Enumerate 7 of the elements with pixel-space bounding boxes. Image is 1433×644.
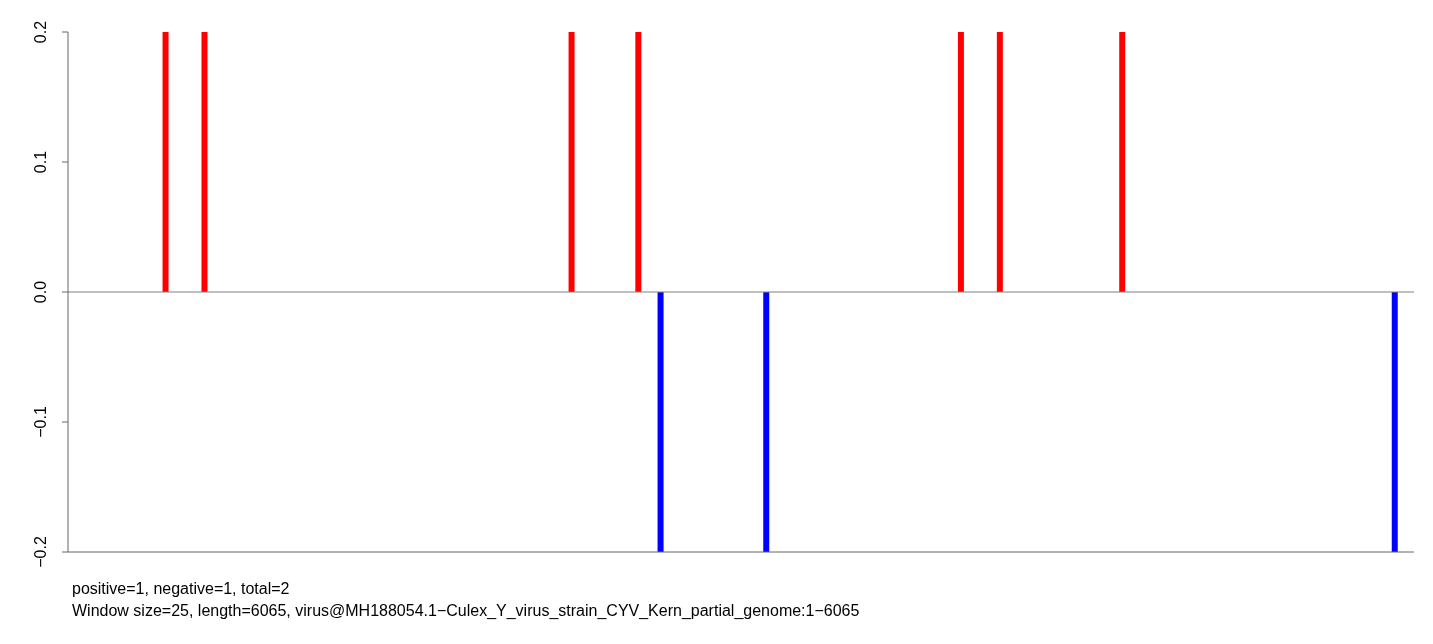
y-tick-label: −0.1 — [32, 406, 49, 438]
y-tick-label: 0.0 — [32, 280, 49, 304]
text: Window size=25, length=6065, virus@MH188054.1−Culex_Y_virus_strain_CYV_Kern_partial_genome:1−6065 — [72, 601, 861, 621]
y-tick-label: 0.2 — [32, 20, 49, 44]
y-tick-label: 0.1 — [32, 150, 49, 174]
y-tick-label: −0.2 — [32, 536, 49, 568]
text: positive=1, negative=1, total=2 — [72, 579, 291, 599]
